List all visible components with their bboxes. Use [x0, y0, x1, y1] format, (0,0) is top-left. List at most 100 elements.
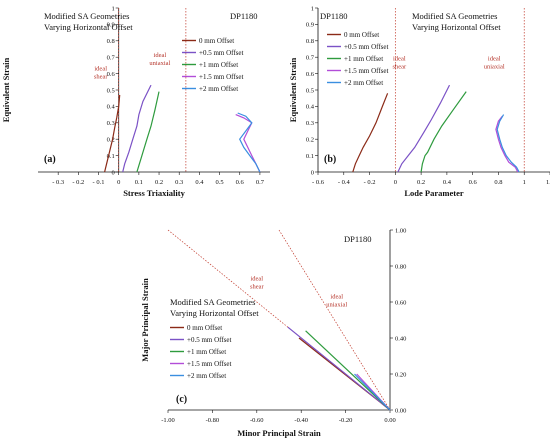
y-tick-label: 0.9	[306, 22, 314, 29]
y-tick-label: 0	[311, 169, 314, 176]
ideal-annotation: ideal uniaxial	[149, 52, 170, 67]
y-tick-label: 0.20	[395, 371, 406, 378]
y-tick-label: 0.7	[306, 55, 315, 62]
x-tick-label: 0	[394, 179, 397, 186]
x-tick-label: 0.5	[216, 179, 224, 186]
panel-title: Varying Horizontal Offset	[412, 22, 501, 32]
x-tick-label: 0.00	[384, 417, 395, 424]
x-axis-label: Minor Principal Strain	[237, 428, 321, 438]
x-tick-label: - 0.4	[338, 179, 351, 186]
y-tick-label: 0.8	[107, 38, 115, 45]
series-line	[104, 94, 121, 173]
series-line	[354, 373, 391, 411]
panel-title: Modified SA Geometries	[412, 11, 497, 21]
legend-label: +0.5 mm Offset	[199, 49, 244, 57]
x-tick-label: 0.2	[417, 179, 425, 186]
panel-label: (b)	[324, 154, 336, 165]
x-axis-label: Lode Parameter	[404, 188, 463, 198]
y-tick-label: 0.4	[306, 104, 315, 111]
y-tick-label: 0.6	[306, 71, 315, 78]
y-tick-label: 0.1	[306, 153, 314, 160]
series-line	[420, 91, 467, 173]
y-tick-label: 0.1	[107, 153, 115, 160]
y-tick-label: 0.4	[107, 104, 116, 111]
x-tick-label: -0.20	[339, 417, 353, 424]
y-tick-label: 0.3	[107, 120, 115, 127]
series-line	[237, 112, 261, 173]
x-tick-label: - 0.2	[364, 179, 376, 186]
legend-label: 0 mm Offset	[199, 37, 234, 45]
legend-label: +1 mm Offset	[187, 348, 226, 356]
material-label: DP1180	[320, 11, 348, 21]
ideal-annotation: ideal uniaxial	[484, 55, 505, 70]
x-tick-label: 0.8	[494, 179, 502, 186]
ideal-annotation: ideal uniaxial	[326, 293, 347, 308]
y-tick-label: 0.00	[395, 407, 406, 414]
legend-label: +1.5 mm Offset	[344, 67, 389, 75]
panel-0: - 0.3 - 0.2 - 0.1 0 0.1 0.2 0.3 0.4 0.5 0.6 0.7 0 0.…	[1, 5, 270, 198]
y-tick-label: 0.80	[395, 263, 406, 270]
y-tick-label: 0.60	[395, 299, 406, 306]
y-tick-label: 0.2	[306, 137, 314, 144]
x-axis-label: Stress Triaxiality	[123, 188, 185, 198]
x-tick-label: 0	[117, 179, 120, 186]
y-tick-label: 0.5	[107, 87, 115, 94]
panel-title: Varying Horizontal Offset	[170, 308, 259, 318]
y-tick-label: 0.2	[107, 137, 115, 144]
x-tick-label: 0.4	[443, 179, 452, 186]
x-tick-label: - 0.3	[52, 179, 64, 186]
material-label: DP1180	[344, 234, 372, 244]
material-label: DP1180	[230, 11, 258, 21]
y-tick-label: 0	[111, 169, 114, 176]
legend-label: +0.5 mm Offset	[187, 336, 232, 344]
y-tick-label: 1.00	[395, 227, 406, 234]
y-tick-label: 0.40	[395, 335, 406, 342]
panel-title: Varying Horizontal Offset	[44, 22, 133, 32]
panel-2: -1.00 -0.80 -0.60 -0.40 -0.20 0.000.00 0.20 0.4…	[140, 227, 406, 438]
series-line	[305, 330, 391, 411]
y-tick-label: 0.6	[107, 71, 116, 78]
panel-label: (c)	[176, 394, 187, 405]
x-tick-label: 0.3	[175, 179, 183, 186]
x-tick-label: 0.1	[135, 179, 143, 186]
x-tick-label: - 0.2	[72, 179, 84, 186]
series-line	[287, 326, 391, 411]
y-axis-label: Major Principal Strain	[140, 278, 150, 362]
x-tick-label: 1	[523, 179, 526, 186]
y-axis-label: Equivalent Strain	[1, 57, 11, 122]
x-tick-label: 0.2	[155, 179, 163, 186]
legend-label: 0 mm Offset	[344, 31, 379, 39]
panel-title: Modified SA Geometries	[44, 11, 129, 21]
ideal-annotation: ideal shear	[250, 275, 265, 290]
ideal-annotation: ideal shear	[392, 55, 407, 70]
series-line	[352, 93, 389, 173]
y-tick-label: 0.8	[306, 38, 314, 45]
series-line	[495, 115, 519, 173]
legend-label: +2 mm Offset	[187, 372, 226, 380]
series-line	[397, 84, 451, 173]
legend-label: +1 mm Offset	[344, 55, 383, 63]
series-line	[496, 114, 520, 173]
legend-label: +1.5 mm Offset	[199, 73, 244, 81]
ideal-annotation: ideal shear	[94, 65, 109, 80]
y-tick-label: 0.9	[107, 22, 115, 29]
x-tick-label: -0.60	[250, 417, 264, 424]
panel-1: - 0.6 - 0.4 - 0.2 0 0.2 0.4 0.6 0.8 1 1.2 0 0.1 0.2 0…	[288, 5, 550, 198]
x-tick-label: 1.2	[546, 179, 550, 186]
series-line	[136, 91, 160, 173]
legend-label: 0 mm Offset	[187, 324, 222, 332]
y-tick-label: 0.3	[306, 120, 314, 127]
x-tick-label: - 0.1	[93, 179, 105, 186]
y-tick-label: 1	[111, 5, 114, 12]
y-tick-label: 0.5	[306, 87, 314, 94]
legend-label: +0.5 mm Offset	[344, 43, 389, 51]
x-tick-label: 0.6	[469, 179, 478, 186]
y-tick-label: 0.7	[107, 55, 116, 62]
x-tick-label: 0.4	[195, 179, 204, 186]
y-tick-label: 1	[311, 5, 314, 12]
panel-label: (a)	[44, 154, 56, 165]
legend-label: +2 mm Offset	[344, 79, 383, 87]
x-tick-label: -0.80	[206, 417, 220, 424]
legend-label: +2 mm Offset	[199, 85, 238, 93]
